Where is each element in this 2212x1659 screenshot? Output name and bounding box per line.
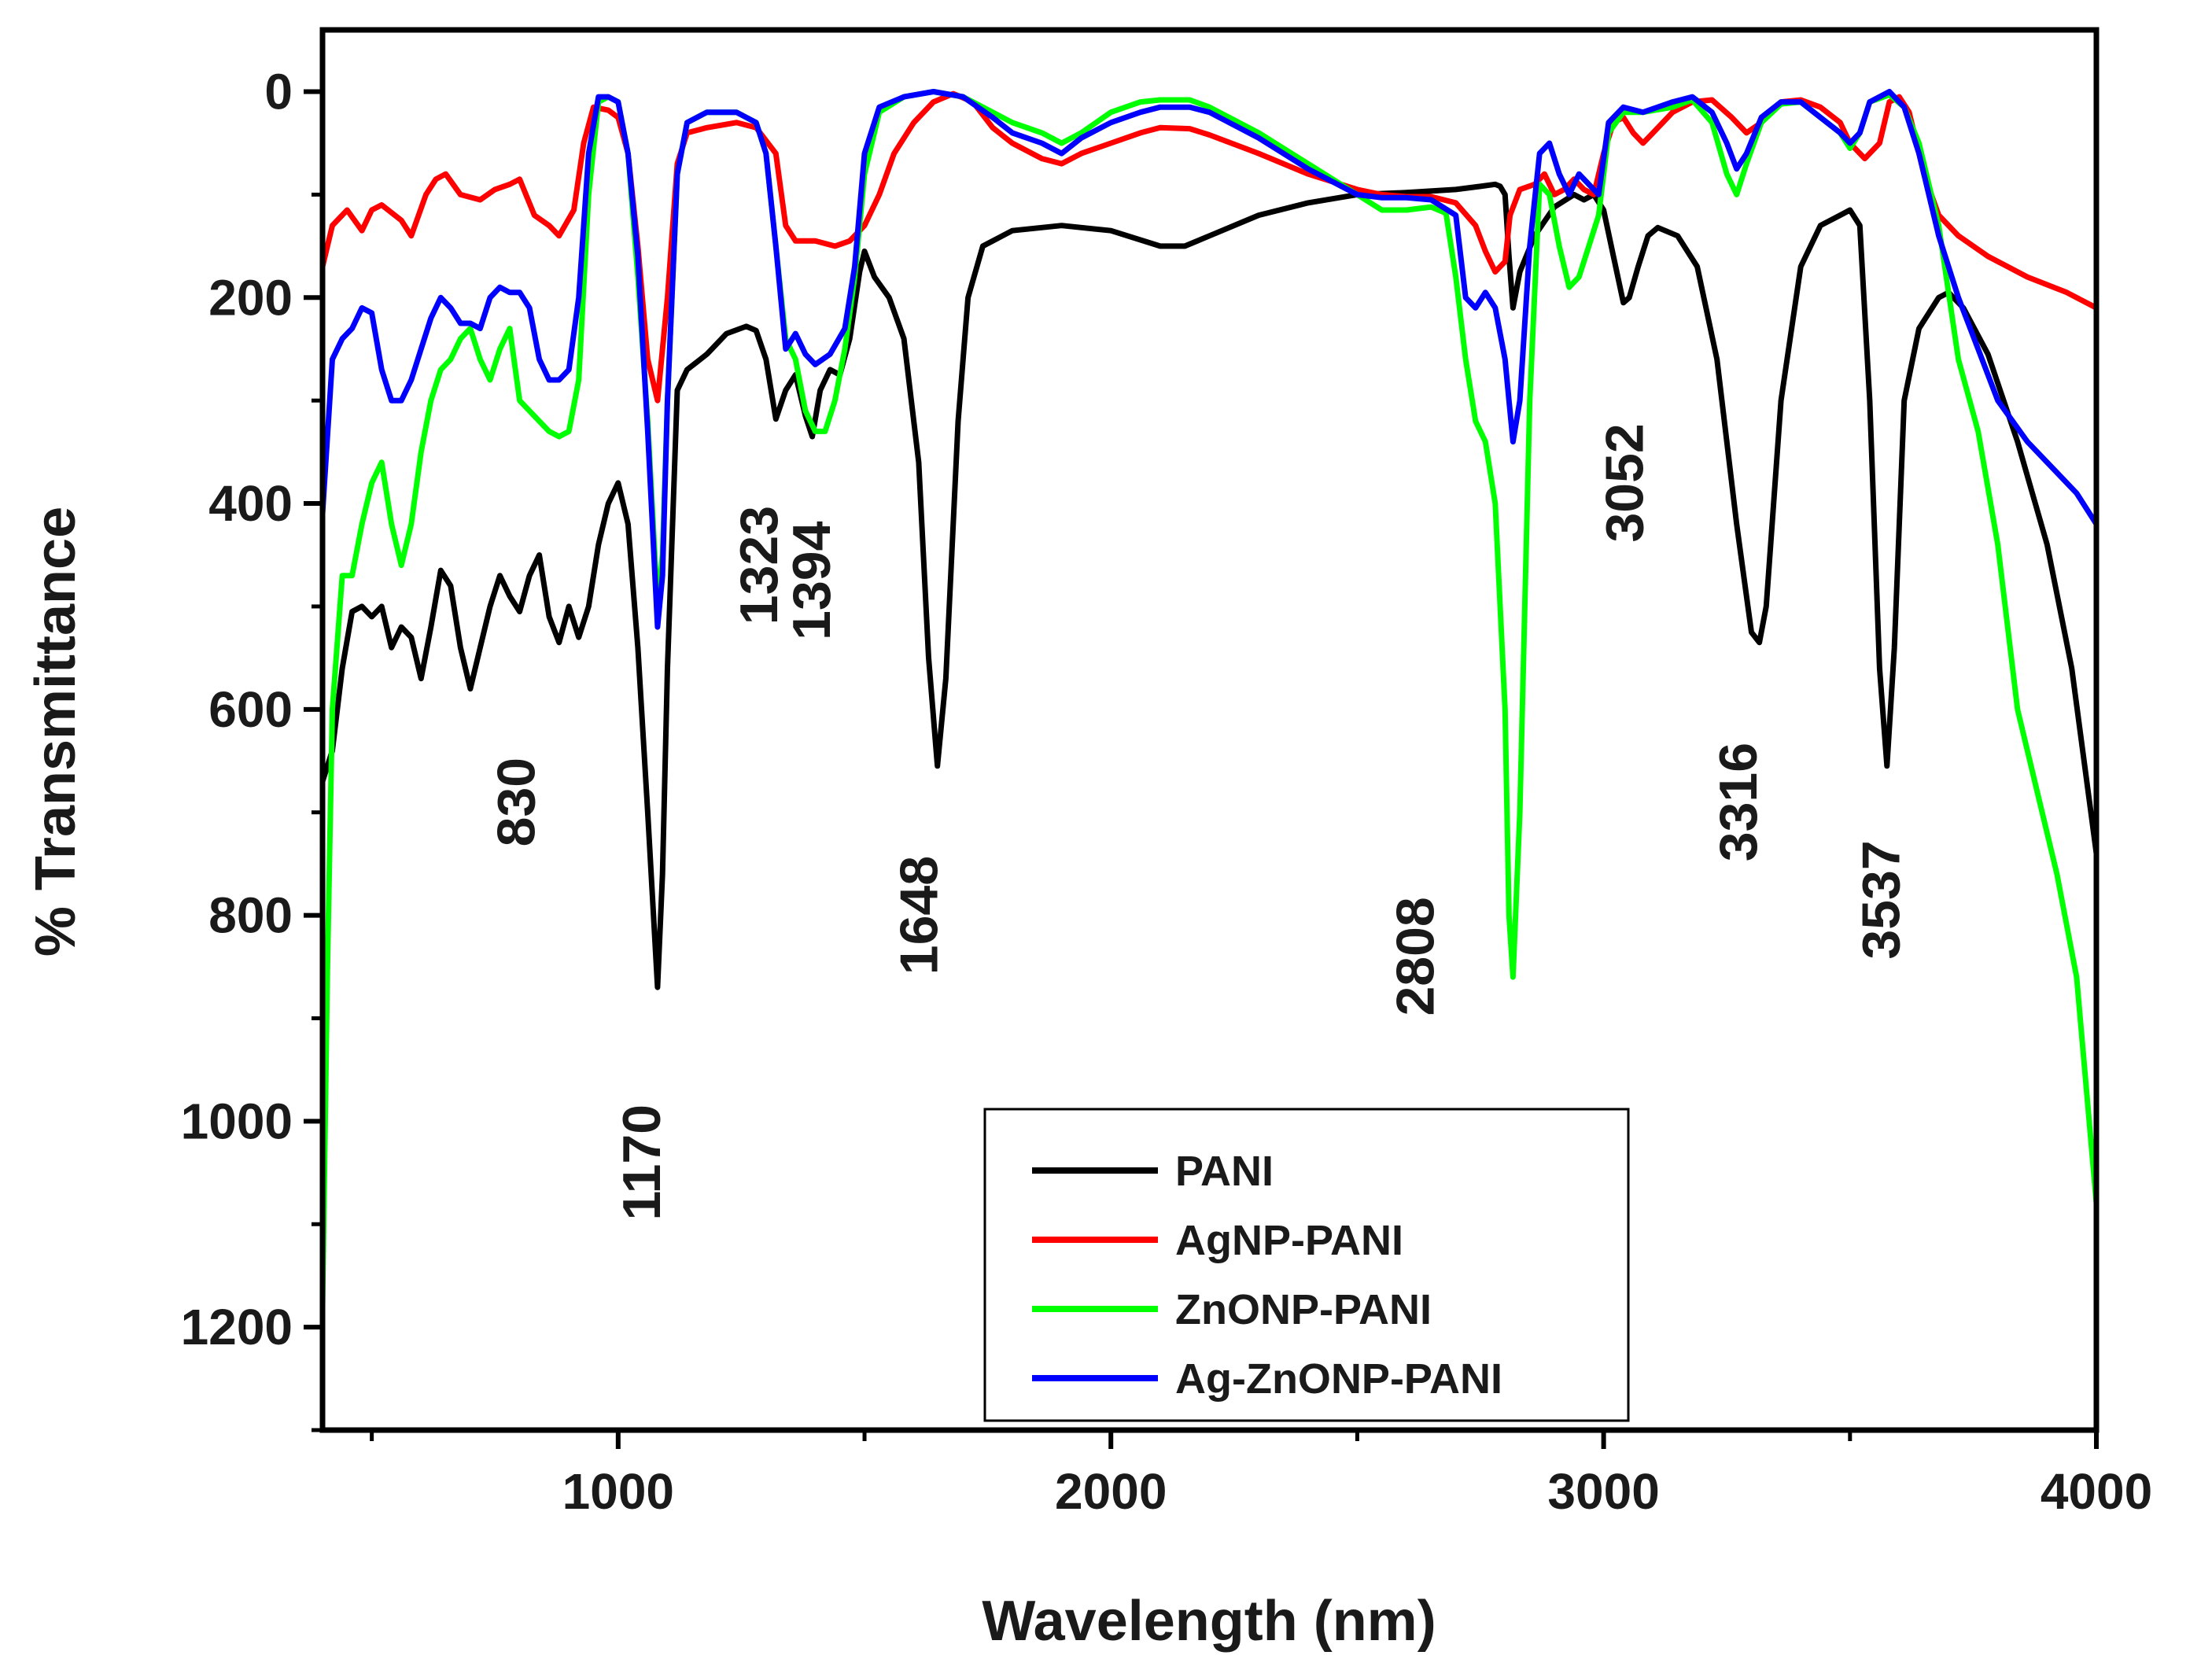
legend-label-znonp-pani: ZnONP-PANI <box>1175 1286 1432 1333</box>
series-layer <box>319 89 2100 1310</box>
series-line-pani <box>319 181 2100 990</box>
y-tick-label: 1200 <box>181 1299 293 1355</box>
series-line-znonp-pani <box>319 89 2100 1310</box>
legend-label-agnp-pani: AgNP-PANI <box>1175 1217 1403 1264</box>
peak-annotation-830: 830 <box>486 758 546 846</box>
peak-annotation-2808: 2808 <box>1386 897 1446 1016</box>
legend-label-pani: PANI <box>1175 1148 1274 1195</box>
y-tick-label: 0 <box>264 64 293 120</box>
x-tick-label: 2000 <box>1055 1463 1167 1520</box>
x-tick-label: 3000 <box>1547 1463 1659 1520</box>
y-tick-label: 800 <box>208 887 293 944</box>
y-axis-title: % Transmittance <box>24 507 87 957</box>
peak-annotation-3052: 3052 <box>1595 423 1655 542</box>
x-axis-title: Wavelength (nm) <box>982 1590 1436 1653</box>
peak-annotation-1170: 1170 <box>612 1104 672 1221</box>
plot-frame <box>319 27 2100 1433</box>
x-tick-label: 4000 <box>2041 1463 2152 1520</box>
peak-annotation-1323: 1323 <box>729 506 789 625</box>
x-tick-label: 1000 <box>562 1463 674 1520</box>
series-line-agnp-pani <box>319 90 2100 404</box>
y-tick-label: 400 <box>208 475 293 532</box>
peak-annotation-3537: 3537 <box>1851 840 1911 959</box>
legend: PANI AgNP-PANI ZnONP-PANI Ag-ZnONP-PANI <box>983 1108 1630 1422</box>
y-tick-label: 600 <box>208 681 293 738</box>
legend-items: PANI AgNP-PANI ZnONP-PANI Ag-ZnONP-PANI <box>1032 1148 1502 1403</box>
series-line-ag-znonp-pani <box>319 89 2100 630</box>
y-tick-label: 1000 <box>181 1093 293 1149</box>
y-tick-label: 200 <box>208 269 293 326</box>
peak-annotation-3316: 3316 <box>1709 743 1768 861</box>
legend-box <box>983 1108 1630 1422</box>
ticks-layer: 1000 2000 3000 4000 0 200 400 600 800 1000 1200 <box>181 64 2153 1520</box>
peak-annotation-1648: 1648 <box>890 856 949 975</box>
legend-label-ag-znonp-pani: Ag-ZnONP-PANI <box>1175 1355 1502 1403</box>
peak-annotation-1394: 1394 <box>782 521 842 640</box>
